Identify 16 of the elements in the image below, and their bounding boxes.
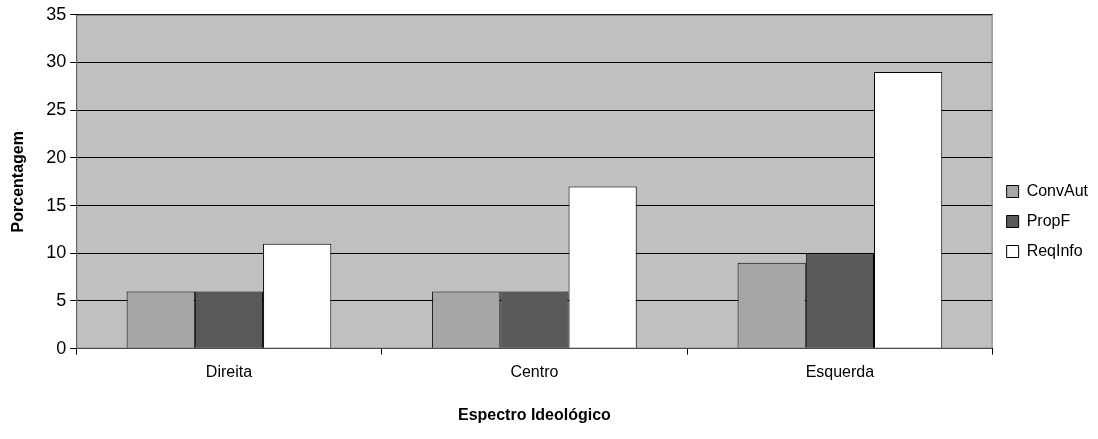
x-tick-label: Direita <box>205 362 253 380</box>
legend-label: PropF <box>1026 211 1071 229</box>
y-tick-label: 5 <box>56 289 67 310</box>
legend-label: ReqInfo <box>1026 241 1083 259</box>
y-tick-label: 20 <box>46 146 67 167</box>
y-tick-label: 30 <box>46 51 67 72</box>
legend-label: ConvAut <box>1026 181 1089 199</box>
y-axis-title: Porcentagem <box>9 131 27 233</box>
y-tick-label: 25 <box>46 99 67 120</box>
x-tick-label: Centro <box>510 362 559 380</box>
x-axis-title: Espectro Ideológico <box>457 405 612 423</box>
y-tick-label: 0 <box>56 337 67 358</box>
y-tick-label: 10 <box>46 242 67 263</box>
x-tick-label: Esquerda <box>805 362 875 380</box>
y-tick-label: 15 <box>46 194 67 215</box>
y-tick-label: 35 <box>46 3 67 24</box>
